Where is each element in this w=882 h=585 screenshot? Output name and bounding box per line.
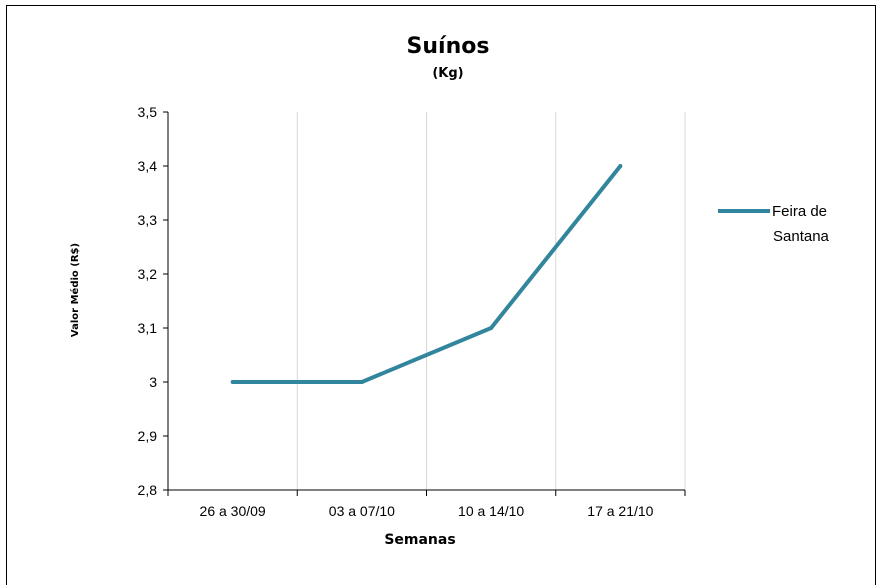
y-tick-label: 3,3 [138,212,158,228]
legend-label-line-1: Feira de [772,203,827,220]
y-tick-label: 2,8 [138,482,158,498]
data-point [618,164,623,168]
data-point [489,326,494,330]
x-tick-label: 17 a 21/10 [587,503,653,519]
x-tick-label: 10 a 14/10 [458,503,524,519]
legend: Feira de Santana [718,203,830,245]
y-tick-label: 2,9 [138,428,158,444]
chart-title: Suínos [407,34,490,59]
series-line [232,164,622,384]
grid-lines [296,112,686,490]
y-axis-label: Valor Médio (R$) [69,243,81,337]
y-tick-label: 3,5 [138,104,158,120]
y-tick-label: 3,2 [138,266,158,282]
x-tick-labels: 26 a 30/09 03 a 07/10 10 a 14/10 17 a 21/10 [200,503,654,519]
y-tick-label: 3 [149,374,157,390]
chart-frame [6,5,876,585]
chart-subtitle: (Kg) [432,66,463,81]
series-group [230,164,623,384]
y-tick-label: 3,1 [138,320,158,336]
axes [163,111,686,496]
x-tick-label: 26 a 30/09 [200,503,266,519]
data-point [359,380,364,384]
x-axis-label: Semanas [384,532,455,548]
y-tick-label: 3,4 [138,158,158,174]
legend-label-line-2: Santana [773,228,830,245]
y-tick-labels: 2,8 2,9 3 3,1 3,2 3,3 3,4 3,5 [138,104,158,498]
x-tick-label: 03 a 07/10 [329,503,395,519]
data-point [230,380,235,384]
